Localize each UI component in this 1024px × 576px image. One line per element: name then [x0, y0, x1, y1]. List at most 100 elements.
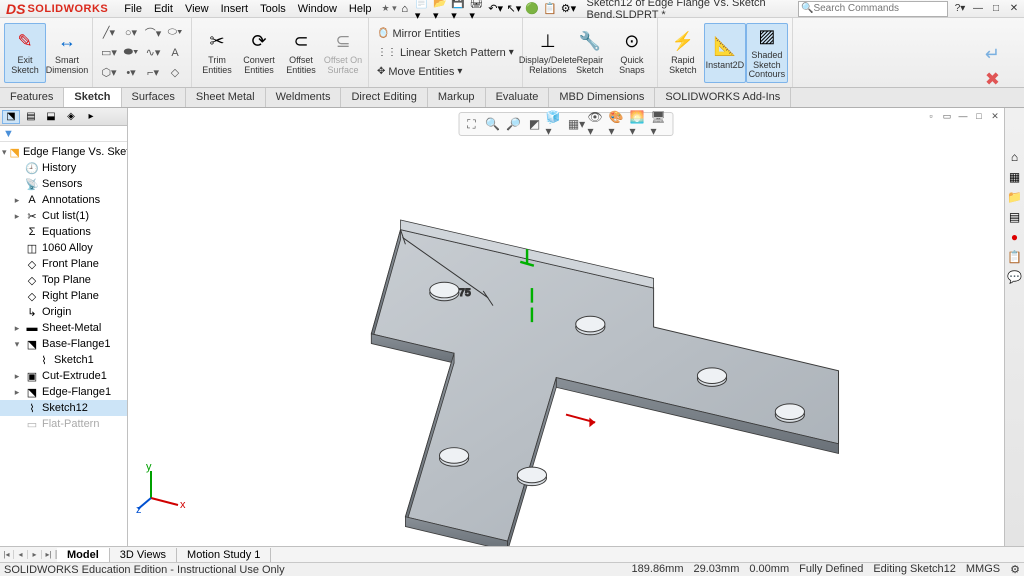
graphics-viewport[interactable]: ⛶ 🔍 🔎 ◩ 🧊▾ ▦▾ 👁▾ 🎨▾ 🌅▾ 🖥▾ — [128, 108, 1004, 546]
linear-pattern-button[interactable]: ⋮⋮ Linear Sketch Pattern ▾ — [373, 44, 518, 62]
tree-filter[interactable]: ▼ — [0, 126, 127, 142]
bottom-tab-3d-views[interactable]: 3D Views — [110, 548, 177, 562]
trim-entities-button[interactable]: ✂Trim Entities — [196, 23, 238, 83]
tree-root[interactable]: ▾⬔ Edge Flange Vs. Sketch Ben — [0, 144, 127, 160]
tab-solidworks-add-ins[interactable]: SOLIDWORKS Add-Ins — [655, 88, 791, 107]
doc-max2-icon[interactable]: □ — [972, 110, 986, 122]
apply-scene-icon[interactable]: 🌅▾ — [630, 115, 650, 133]
line-tool-icon[interactable]: ╱▾ — [99, 24, 119, 42]
select-icon[interactable]: ↖▾ — [506, 1, 522, 17]
rapid-sketch-button[interactable]: ⚡Rapid Sketch — [662, 23, 704, 83]
polygon-tool-icon[interactable]: ⬡▾ — [99, 64, 119, 82]
mirror-entities-button[interactable]: 🪞 Mirror Entities — [373, 25, 518, 43]
tab-first-icon[interactable]: |◂ — [0, 550, 14, 559]
text-tool-icon[interactable]: A — [165, 44, 185, 62]
tree-node[interactable]: ΣEquations — [0, 224, 127, 240]
cancel-sketch-icon[interactable]: ✖ — [985, 69, 1000, 90]
tree-node[interactable]: ⌇Sketch12 — [0, 400, 127, 416]
zoom-prev-icon[interactable]: 🔎 — [504, 115, 524, 133]
slot-tool-icon[interactable]: ⬬▾ — [121, 44, 141, 62]
convert-entities-button[interactable]: ⟳Convert Entities — [238, 23, 280, 83]
property-tab-icon[interactable]: ▤ — [22, 110, 40, 124]
tree-node[interactable]: ▸⬔Edge-Flange1 — [0, 384, 127, 400]
tab-last-icon[interactable]: ▸| — [42, 550, 56, 559]
tree-node[interactable]: ▸✂Cut list(1) — [0, 208, 127, 224]
save-icon[interactable]: 💾▾ — [451, 1, 467, 17]
tab-evaluate[interactable]: Evaluate — [486, 88, 550, 107]
display-style-icon[interactable]: ▦▾ — [567, 115, 587, 133]
view-palette-icon[interactable]: ▤ — [1006, 208, 1024, 226]
feature-tree-tab-icon[interactable]: ⬔ — [2, 110, 20, 124]
tree-node[interactable]: ⌇Sketch1 — [0, 352, 127, 368]
rect-tool-icon[interactable]: ▭▾ — [99, 44, 119, 62]
view-settings-icon[interactable]: 🖥▾ — [651, 115, 671, 133]
undo-icon[interactable]: ↶▾ — [488, 1, 504, 17]
tree-node[interactable]: 📡Sensors — [0, 176, 127, 192]
doc-max-icon[interactable]: — — [956, 110, 970, 122]
fillet-tool-icon[interactable]: ⌐▾ — [143, 64, 163, 82]
doc-restore-icon[interactable]: ▭ — [940, 110, 954, 122]
maximize-button[interactable]: □ — [988, 2, 1004, 16]
menu-edit[interactable]: Edit — [148, 1, 179, 17]
shaded-contours-button[interactable]: ▨Shaded Sketch Contours — [746, 23, 788, 83]
tree-node[interactable]: ▾⬔Base-Flange1 — [0, 336, 127, 352]
bottom-tab-motion-study-1[interactable]: Motion Study 1 — [177, 548, 271, 562]
tab-features[interactable]: Features — [0, 88, 64, 107]
spline-tool-icon[interactable]: ∿▾ — [143, 44, 163, 62]
open-icon[interactable]: 📂▾ — [433, 1, 449, 17]
search-input[interactable] — [813, 3, 945, 14]
config-tab-icon[interactable]: ⬓ — [42, 110, 60, 124]
options-icon[interactable]: 📋 — [542, 1, 558, 17]
menu-help[interactable]: Help — [343, 1, 378, 17]
zoom-fit-icon[interactable]: ⛶ — [462, 115, 482, 133]
tree-node[interactable]: 🕘History — [0, 160, 127, 176]
offset-entities-button[interactable]: ⊂Offset Entities — [280, 23, 322, 83]
tree-node[interactable]: ↳Origin — [0, 304, 127, 320]
tree-node[interactable]: ◇Front Plane — [0, 256, 127, 272]
tab-sketch[interactable]: Sketch — [64, 88, 121, 107]
edit-appearance-icon[interactable]: 🎨▾ — [609, 115, 629, 133]
menu-star-icon[interactable]: ★ ▾ — [382, 3, 397, 14]
tab-sheet-metal[interactable]: Sheet Metal — [186, 88, 266, 107]
tab-direct-editing[interactable]: Direct Editing — [341, 88, 427, 107]
ellipse-tool-icon[interactable]: ⬭▾ — [165, 24, 185, 42]
appearances-pane-icon[interactable]: ● — [1006, 228, 1024, 246]
menu-window[interactable]: Window — [292, 1, 343, 17]
tree-node[interactable]: ▸▣Cut-Extrude1 — [0, 368, 127, 384]
instant2d-button[interactable]: 📐Instant2D — [704, 23, 746, 83]
display-tab-icon[interactable]: ▸ — [82, 110, 100, 124]
tab-weldments[interactable]: Weldments — [266, 88, 342, 107]
smart-dimension-button[interactable]: ↔Smart Dimension — [46, 23, 88, 83]
move-entities-button[interactable]: ✥ Move Entities ▾ — [373, 63, 518, 81]
search-commands[interactable]: 🔍 — [798, 1, 948, 17]
help-icon[interactable]: ?▾ — [952, 2, 968, 16]
quick-snaps-button[interactable]: ⊙Quick Snaps — [611, 23, 653, 83]
tab-markup[interactable]: Markup — [428, 88, 486, 107]
repair-sketch-button[interactable]: 🔧Repair Sketch — [569, 23, 611, 83]
dimxpert-tab-icon[interactable]: ◈ — [62, 110, 80, 124]
menu-view[interactable]: View — [179, 1, 215, 17]
tab-prev-icon[interactable]: ◂ — [14, 550, 28, 559]
home-pane-icon[interactable]: ⌂ — [1006, 148, 1024, 166]
menu-insert[interactable]: Insert — [215, 1, 255, 17]
library-pane-icon[interactable]: 📁 — [1006, 188, 1024, 206]
home-icon[interactable]: ⌂ — [397, 1, 413, 17]
new-icon[interactable]: 📄▾ — [415, 1, 431, 17]
properties-pane-icon[interactable]: 📋 — [1006, 248, 1024, 266]
close-button[interactable]: ✕ — [1006, 2, 1022, 16]
tree-node[interactable]: ▭Flat-Pattern — [0, 416, 127, 432]
point-tool-icon[interactable]: •▾ — [121, 64, 141, 82]
tab-surfaces[interactable]: Surfaces — [122, 88, 186, 107]
tree-node[interactable]: ▸AAnnotations — [0, 192, 127, 208]
tab-mbd-dimensions[interactable]: MBD Dimensions — [549, 88, 655, 107]
tree-node[interactable]: ▸▬Sheet-Metal — [0, 320, 127, 336]
zoom-area-icon[interactable]: 🔍 — [483, 115, 503, 133]
accept-sketch-icon[interactable]: ↵ — [985, 44, 1000, 65]
orientation-triad[interactable]: y x z — [136, 463, 186, 516]
tree-node[interactable]: ◇Top Plane — [0, 272, 127, 288]
minimize-button[interactable]: — — [970, 2, 986, 16]
exit-sketch-button[interactable]: ✎Exit Sketch — [4, 23, 46, 83]
rebuild-icon[interactable]: 🟢 — [524, 1, 540, 17]
view-orient-icon[interactable]: 🧊▾ — [546, 115, 566, 133]
status-gear-icon[interactable]: ⚙ — [1010, 563, 1020, 576]
